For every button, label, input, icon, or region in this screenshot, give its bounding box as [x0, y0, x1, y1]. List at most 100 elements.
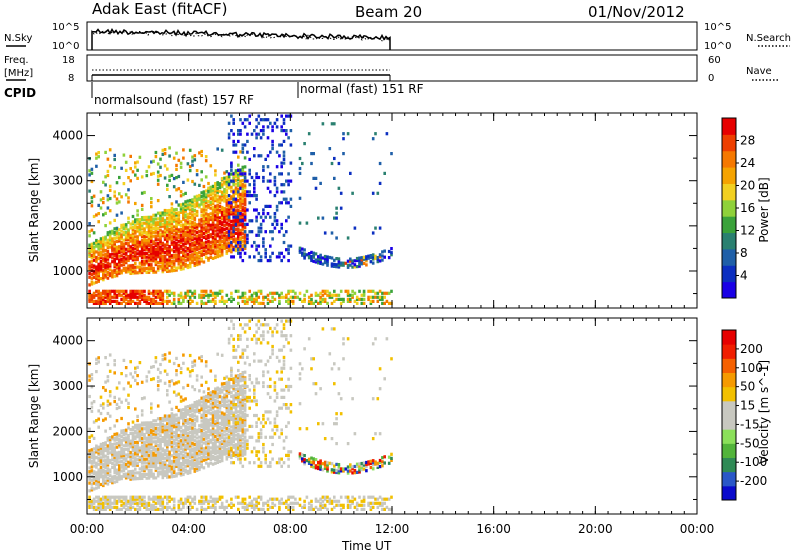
data-cell — [129, 454, 132, 458]
data-cell — [143, 253, 146, 257]
data-cell — [143, 289, 146, 293]
data-cell — [232, 348, 235, 352]
data-cell — [120, 225, 123, 229]
data-cell — [202, 441, 206, 445]
data-cell — [99, 301, 103, 305]
data-cell — [214, 237, 217, 241]
data-cell — [124, 253, 128, 257]
data-cell — [273, 297, 277, 301]
data-cell — [102, 272, 105, 276]
data-cell — [259, 301, 263, 305]
data-cell — [179, 395, 183, 399]
data-cell — [147, 476, 151, 480]
data-cell — [378, 161, 382, 166]
data-cell — [161, 260, 165, 264]
data-cell — [202, 495, 206, 499]
data-cell — [115, 228, 119, 232]
data-cell — [182, 255, 185, 259]
data-cell — [168, 269, 171, 273]
data-cell — [250, 299, 254, 303]
data-cell — [202, 420, 206, 424]
data-cell — [102, 474, 105, 478]
data-cell — [182, 438, 185, 442]
data-cell — [195, 202, 199, 206]
data-cell — [161, 358, 165, 362]
data-cell — [154, 291, 158, 295]
data-cell — [344, 261, 348, 265]
data-cell — [225, 455, 229, 459]
data-cell — [225, 381, 229, 385]
data-cell — [145, 457, 149, 461]
data-cell — [138, 423, 142, 427]
data-cell — [317, 293, 320, 297]
data-cell — [136, 463, 139, 467]
data-cell — [232, 382, 235, 386]
data-cell — [166, 448, 169, 453]
data-cell — [159, 507, 162, 511]
data-cell — [177, 252, 181, 257]
data-cell — [248, 289, 251, 293]
data-cell — [102, 402, 105, 406]
data-cell — [193, 263, 197, 267]
data-cell — [232, 240, 235, 244]
data-cell — [246, 297, 249, 301]
data-cell — [99, 411, 103, 416]
data-cell — [140, 250, 144, 254]
data-cell — [179, 220, 183, 224]
data-cell — [113, 446, 116, 450]
data-cell — [200, 259, 203, 263]
data-cell — [303, 254, 306, 258]
data-cell — [188, 238, 192, 242]
data-cell — [108, 293, 112, 297]
data-cell — [234, 220, 238, 224]
data-cell — [207, 462, 210, 466]
data-cell — [177, 466, 181, 470]
data-cell — [168, 227, 171, 231]
data-cell — [285, 230, 288, 234]
data-cell — [191, 217, 194, 221]
data-cell — [200, 404, 203, 408]
data-cell — [154, 463, 158, 467]
data-cell — [202, 289, 206, 293]
data-cell — [232, 200, 235, 204]
data-cell — [223, 507, 226, 511]
data-cell — [209, 417, 213, 421]
data-cell — [253, 186, 256, 190]
data-cell — [168, 452, 171, 456]
data-cell — [253, 183, 256, 187]
data-cell — [198, 250, 201, 254]
data-cell — [335, 265, 338, 269]
data-cell — [138, 295, 142, 299]
data-cell — [241, 295, 245, 299]
data-cell — [239, 402, 242, 406]
data-cell — [202, 222, 206, 226]
data-cell — [140, 440, 144, 444]
data-cell — [97, 451, 100, 455]
data-cell — [184, 428, 187, 432]
data-cell — [108, 414, 112, 418]
data-cell — [321, 293, 325, 297]
data-cell — [104, 417, 107, 421]
data-cell — [92, 291, 96, 295]
data-cell — [200, 415, 203, 419]
data-cell — [275, 150, 279, 154]
data-cell — [214, 185, 217, 189]
data-cell — [262, 175, 265, 180]
data-cell — [118, 175, 121, 180]
data-cell — [95, 446, 98, 450]
data-cell — [108, 460, 112, 464]
data-cell — [140, 452, 144, 456]
data-cell — [330, 295, 334, 299]
data-cell — [90, 405, 94, 409]
data-cell — [319, 257, 322, 261]
data-cell — [298, 221, 302, 225]
data-cell — [214, 402, 217, 406]
data-cell — [184, 468, 187, 472]
data-cell — [131, 446, 135, 451]
data-cell — [175, 224, 178, 229]
data-cell — [188, 233, 192, 237]
data-cell — [136, 440, 139, 444]
data-cell — [381, 301, 384, 305]
data-cell — [97, 472, 100, 476]
data-cell — [140, 409, 144, 413]
